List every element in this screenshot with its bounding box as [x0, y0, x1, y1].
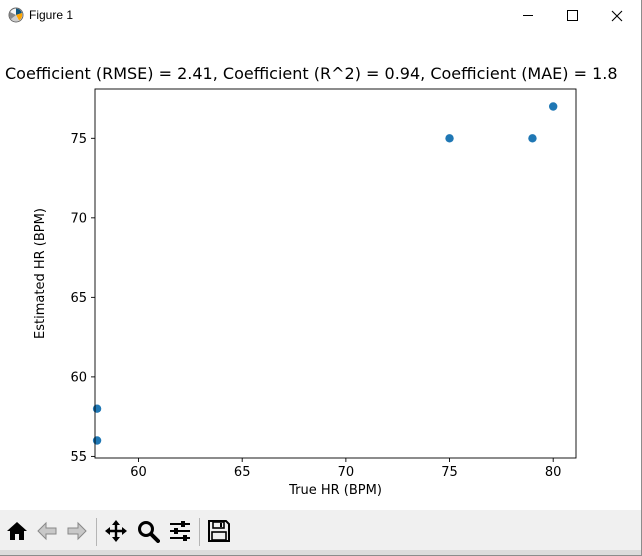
toolbar-separator [96, 518, 97, 546]
back-button[interactable] [32, 516, 62, 546]
data-point [445, 134, 454, 143]
configure-subplots-icon [170, 521, 190, 541]
maximize-icon [566, 10, 578, 21]
forward-button[interactable] [62, 516, 92, 546]
figure-canvas[interactable]: Coefficient (RMSE) = 2.41, Coefficient (… [0, 31, 641, 510]
x-tick-label: 75 [441, 465, 458, 480]
home-button[interactable] [2, 516, 32, 546]
y-tick-label: 70 [70, 211, 87, 226]
data-point [548, 102, 558, 111]
x-tick-label: 70 [338, 465, 355, 480]
zoom-icon [138, 521, 160, 543]
minimize-icon [523, 15, 533, 16]
configure-subplots-button[interactable] [165, 516, 195, 546]
x-tick-label: 65 [234, 465, 251, 480]
y-tick-label: 65 [70, 291, 87, 306]
navigation-toolbar [0, 510, 641, 555]
save-button[interactable] [204, 516, 234, 546]
pan-icon [105, 520, 127, 542]
back-arrow-icon [37, 521, 57, 541]
matplotlib-figure-icon [8, 7, 24, 23]
scatter-plot: 60 65 70 75 80 55 60 65 70 75 True HR (BPM) Estimat… [33, 88, 577, 498]
minimize-button[interactable] [505, 0, 551, 31]
title-bar[interactable]: Figure 1 [0, 0, 641, 31]
maximize-button[interactable] [549, 0, 595, 31]
toolbar-separator [199, 518, 200, 546]
close-icon [611, 10, 623, 21]
x-axis-label: True HR (BPM) [288, 483, 382, 498]
forward-arrow-icon [67, 521, 87, 541]
zoom-button[interactable] [133, 516, 163, 546]
x-tick-label: 80 [545, 465, 562, 480]
chart-title: Coefficient (RMSE) = 2.41, Coefficient (… [5, 64, 618, 83]
y-tick-label: 60 [70, 370, 87, 385]
home-icon [7, 522, 27, 540]
save-icon [208, 520, 230, 542]
data-point [92, 404, 102, 413]
y-axis-label: Estimated HR (BPM) [33, 208, 48, 339]
data-point [528, 134, 537, 143]
plot-frame [94, 88, 577, 459]
window-title: Figure 1 [29, 8, 74, 22]
y-tick-label: 75 [70, 132, 87, 147]
data-point [92, 436, 102, 445]
x-tick-label: 60 [130, 465, 147, 480]
close-button[interactable] [594, 0, 640, 31]
taskbar-strip [0, 550, 641, 555]
y-tick-label: 55 [70, 450, 87, 465]
pan-button[interactable] [101, 516, 131, 546]
